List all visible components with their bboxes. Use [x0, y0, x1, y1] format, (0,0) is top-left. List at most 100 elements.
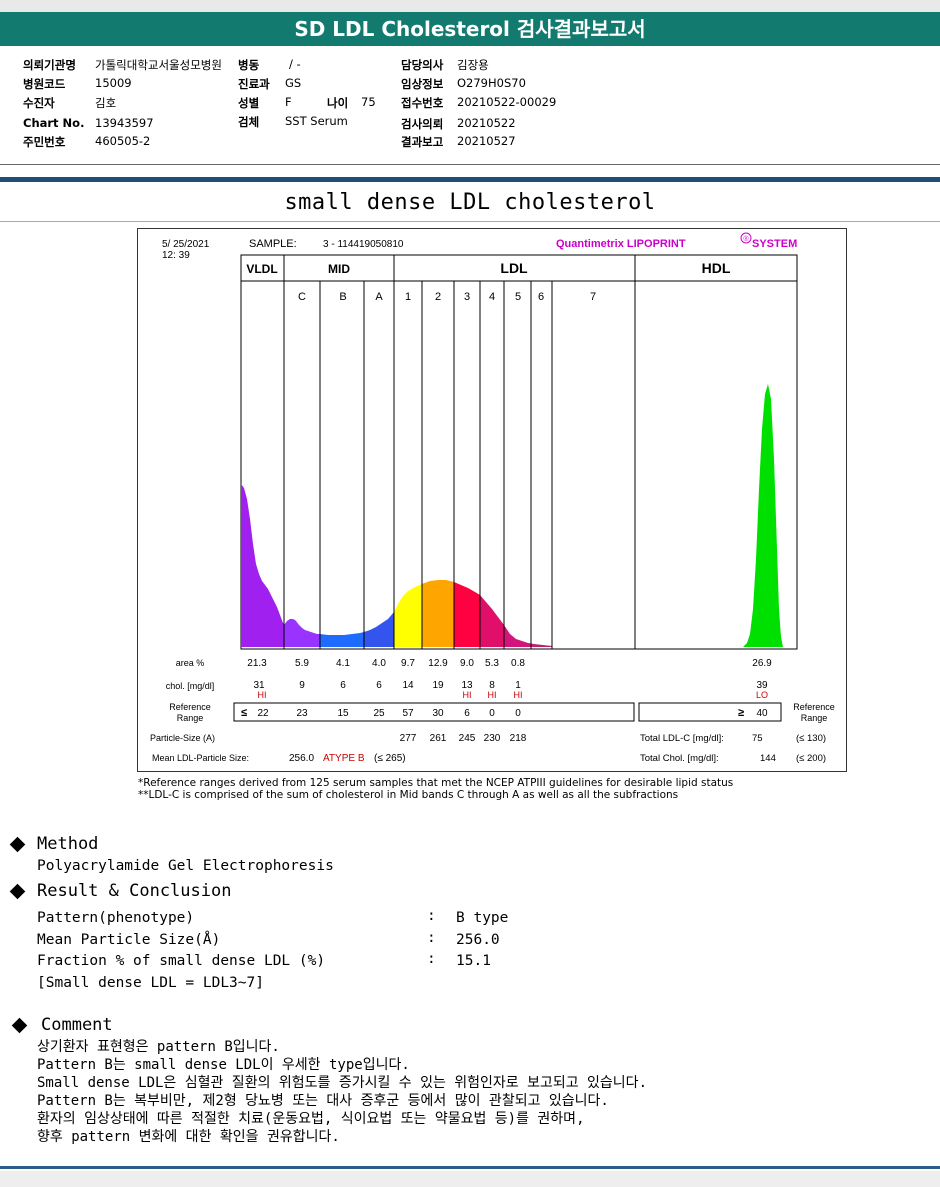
comment-line-2: Pattern B는 small dense LDL이 우세한 type입니다. — [37, 1057, 410, 1073]
value-chart-no: 13943597 — [95, 116, 154, 130]
reference-box-right — [638, 702, 782, 722]
value-age: 75 — [361, 95, 376, 109]
mean-type: ATYPE B — [323, 753, 365, 764]
row-label-ref2: Range — [177, 713, 204, 723]
vldl-peak — [241, 484, 304, 647]
value-department: GS — [285, 76, 302, 90]
total-ldl-ref: (≤ 130) — [796, 733, 826, 744]
bullet-diamond-icon — [9, 883, 26, 900]
divider-thick — [0, 177, 940, 182]
lipoprint-graphic: 5/ 25/2021 12: 39 SAMPLE: 3 - 1144190508… — [150, 232, 835, 764]
brand-name: Quantimetrix LIPOPRINT — [556, 238, 686, 250]
area-vldl: 21.3 — [247, 658, 267, 669]
top-strip — [0, 0, 940, 12]
particle-ldl1: 277 — [400, 733, 417, 744]
ref-a: 25 — [373, 708, 385, 719]
ldl3-peak — [454, 582, 480, 647]
chart-frame — [240, 254, 798, 650]
ref-symbol: ≤ — [241, 707, 247, 719]
particle-ldl3: 245 — [459, 733, 476, 744]
result-colon: : — [427, 951, 436, 967]
area-b: 4.1 — [336, 658, 350, 669]
label-chart-no: Chart No. — [23, 116, 85, 130]
flag-ldl4: HI — [488, 690, 497, 700]
value-institution: 가톨릭대학교서울성모병원 — [95, 58, 222, 72]
chol-ldl2: 19 — [432, 680, 444, 691]
value-ward: / - — [289, 57, 301, 71]
chol-ldl3: 13 — [461, 680, 473, 691]
flag-hdl: LO — [756, 690, 768, 700]
comment-line-4: Pattern B는 복부비만, 제2형 당뇨병 또는 대사 증후군 등에서 많… — [37, 1093, 609, 1109]
chol-b: 6 — [340, 680, 346, 691]
result-label-size: Mean Particle Size(Å) — [37, 932, 221, 948]
comment-line-3: Small dense LDL은 심혈관 질환의 위험도를 증가시킬 수 있는 … — [37, 1075, 647, 1091]
comment-line-1: 상기환자 표현형은 pattern B입니다. — [37, 1039, 280, 1055]
sub-band-c: C — [298, 291, 306, 303]
value-sex: F — [285, 95, 292, 109]
total-chol-ref: (≤ 200) — [796, 753, 826, 764]
area-ldl1: 9.7 — [401, 658, 415, 669]
result-heading: Result & Conclusion — [37, 881, 232, 901]
chol-ldl4: 8 — [489, 680, 495, 691]
label-sex: 성별 — [238, 96, 260, 110]
row-label-particle: Particle-Size (A) — [150, 733, 215, 743]
label-request-date: 검사의뢰 — [401, 117, 444, 131]
band-vldl: VLDL — [246, 262, 277, 276]
footnote-1: *Reference ranges derived from 125 serum… — [138, 777, 734, 789]
divider-bottom — [0, 1166, 940, 1169]
flag-vldl: HI — [258, 690, 267, 700]
chol-row: 31 9 6 6 14 19 13 8 1 39 HI HI HI HI LO — [253, 680, 768, 700]
ldl2-peak — [422, 580, 454, 647]
ref-b: 15 — [337, 708, 349, 719]
bullet-diamond-icon — [9, 836, 26, 853]
total-ldl-value: 75 — [752, 733, 763, 744]
total-chol-value: 144 — [760, 753, 776, 764]
ldl1-peak — [394, 584, 422, 647]
ref-ldl1: 57 — [402, 708, 414, 719]
bullet-diamond-icon — [11, 1017, 28, 1034]
band-mid: MID — [328, 262, 350, 276]
chol-ldl1: 14 — [402, 680, 414, 691]
label-institution: 의뢰기관명 — [23, 58, 76, 72]
area-c: 5.9 — [295, 658, 309, 669]
result-label-fraction: Fraction % of small dense LDL (%) — [37, 953, 326, 969]
label-department: 진료과 — [238, 77, 270, 91]
label-patient-name: 수진자 — [23, 96, 55, 110]
area-ldl5: 0.8 — [511, 658, 525, 669]
mid-a-peak — [364, 612, 394, 647]
area-row: 21.3 5.9 4.1 4.0 9.7 12.9 9.0 5.3 0.8 26… — [247, 658, 772, 669]
particle-row: 277 261 245 230 218 Total LDL-C [mg/dl]:… — [400, 733, 826, 744]
report-subtitle: small dense LDL cholesterol — [284, 190, 656, 215]
method-heading: Method — [37, 834, 99, 854]
chol-c: 9 — [299, 680, 305, 691]
value-hospital-code: 15009 — [95, 76, 132, 90]
reference-row: ≤ 22 23 15 25 57 30 6 0 0 ≥ 40 Reference… — [241, 702, 835, 723]
chol-ldl5: 1 — [515, 680, 521, 691]
divider — [0, 221, 940, 222]
value-specimen: SST Serum — [285, 114, 348, 128]
chol-hdl: 39 — [756, 680, 768, 691]
ref-ldl4: 0 — [489, 708, 495, 719]
chol-vldl: 31 — [253, 680, 265, 691]
ref-right-2: Range — [801, 713, 828, 723]
reference-box-left — [233, 702, 635, 722]
ref-ldl3: 6 — [464, 708, 470, 719]
sub-band-5: 5 — [515, 291, 521, 303]
result-colon: : — [427, 908, 436, 924]
mean-row: 256.0 ATYPE B (≤ 265) Total Chol. [mg/dl… — [289, 753, 826, 764]
mid-c-peak — [284, 619, 320, 647]
area-ldl3: 9.0 — [460, 658, 474, 669]
area-ldl2: 12.9 — [428, 658, 448, 669]
flag-ldl3: HI — [463, 690, 472, 700]
ref-right-1: Reference — [793, 702, 835, 712]
band-hdl: HDL — [702, 260, 731, 276]
label-specimen: 검체 — [238, 115, 260, 129]
label-resident-no: 주민번호 — [23, 135, 66, 149]
particle-ldl5: 218 — [510, 733, 527, 744]
hdl-peak — [743, 384, 783, 647]
label-hospital-code: 병원코드 — [23, 77, 66, 91]
report-time: 12: 39 — [162, 250, 190, 261]
sub-band-1: 1 — [405, 291, 411, 303]
ref-ldl5: 0 — [515, 708, 521, 719]
chol-a: 6 — [376, 680, 382, 691]
